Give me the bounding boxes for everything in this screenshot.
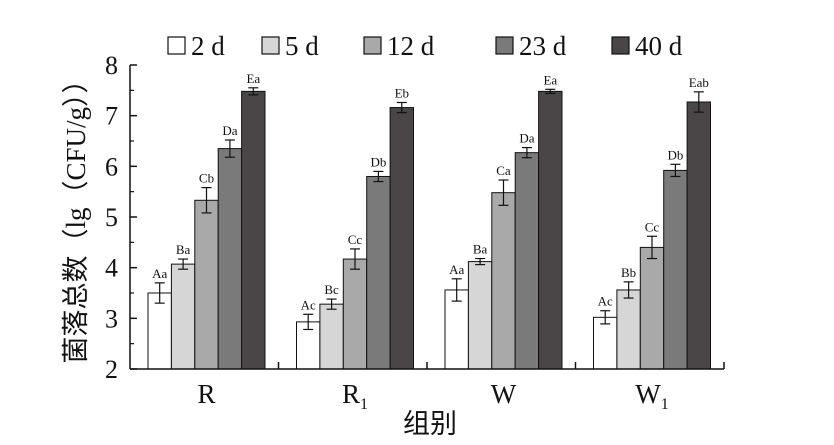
bar	[467, 261, 493, 370]
bar	[194, 199, 219, 370]
legend: 2 d 5 d 12 d 23 d 40 d	[167, 31, 683, 61]
y-tick-label: 4	[105, 254, 118, 283]
bar	[147, 292, 172, 370]
significance-label: Aa	[152, 266, 167, 281]
x-axis-title: 组别	[403, 409, 457, 439]
significance-label: Db	[667, 147, 683, 162]
significance-label: Ac	[301, 297, 316, 312]
legend-label: 23 d	[519, 31, 567, 61]
legend-label: 40 d	[635, 31, 683, 61]
bar	[663, 169, 688, 370]
significance-label: Bc	[324, 282, 339, 297]
significance-label: Db	[370, 154, 386, 169]
y-tick-label: 8	[105, 51, 118, 80]
bar	[389, 107, 415, 370]
y-tick-label: 2	[105, 355, 118, 384]
significance-label: Aa	[449, 262, 464, 277]
x-tick-label: W1	[635, 379, 668, 413]
x-axis: R R1 W W1	[197, 362, 725, 413]
significance-label: Cb	[199, 171, 214, 186]
significance-label: Eab	[689, 75, 709, 90]
significance-label: Ba	[473, 242, 488, 257]
plot-area: Aa Ba Cb Da Ea Ac Bc Cc Db Eb Aa Ba Ca Da Ea Ac Bb Cc Db Ea…	[147, 71, 711, 370]
legend-swatch	[261, 36, 280, 55]
y-tick-label: 3	[105, 304, 118, 333]
legend-label: 5 d	[285, 31, 319, 61]
bar	[639, 246, 665, 370]
bar	[217, 148, 243, 370]
significance-label: Da	[519, 131, 534, 146]
significance-label: Cc	[645, 219, 660, 234]
x-tick-label: R1	[342, 379, 368, 413]
bar	[241, 90, 266, 370]
x-tick-label: R	[197, 379, 215, 409]
bar	[342, 258, 368, 370]
y-tick-label: 5	[105, 203, 118, 232]
legend-swatch	[363, 36, 382, 55]
y-axis-title: 菌落总数（lg（CFU/g））	[61, 66, 91, 363]
legend-label: 2 d	[191, 31, 225, 61]
x-tick-label: W	[491, 379, 517, 409]
significance-label: Ba	[176, 242, 191, 257]
significance-label: Ea	[246, 71, 260, 86]
bar	[616, 289, 641, 370]
significance-label: Cc	[348, 232, 363, 247]
y-tick-label: 7	[105, 102, 118, 131]
significance-label: Bb	[621, 265, 636, 280]
y-tick-label: 6	[105, 152, 118, 181]
bar	[366, 175, 391, 370]
significance-label: Eb	[395, 85, 409, 100]
bar	[170, 263, 196, 370]
significance-label: Ea	[543, 72, 557, 87]
bar	[538, 90, 563, 370]
bar	[514, 152, 540, 370]
legend-swatch	[495, 36, 514, 55]
bar	[444, 289, 469, 370]
significance-label: Da	[222, 123, 237, 138]
bar	[686, 101, 711, 370]
legend-label: 12 d	[387, 31, 435, 61]
bar	[491, 192, 516, 370]
legend-swatch	[167, 36, 186, 55]
y-axis: 2 3 4 5 6 7 8	[105, 51, 137, 384]
significance-label: Ca	[496, 163, 511, 178]
legend-swatch	[611, 36, 630, 55]
bar	[319, 303, 344, 370]
significance-label: Ac	[598, 294, 613, 309]
bar	[593, 316, 618, 370]
